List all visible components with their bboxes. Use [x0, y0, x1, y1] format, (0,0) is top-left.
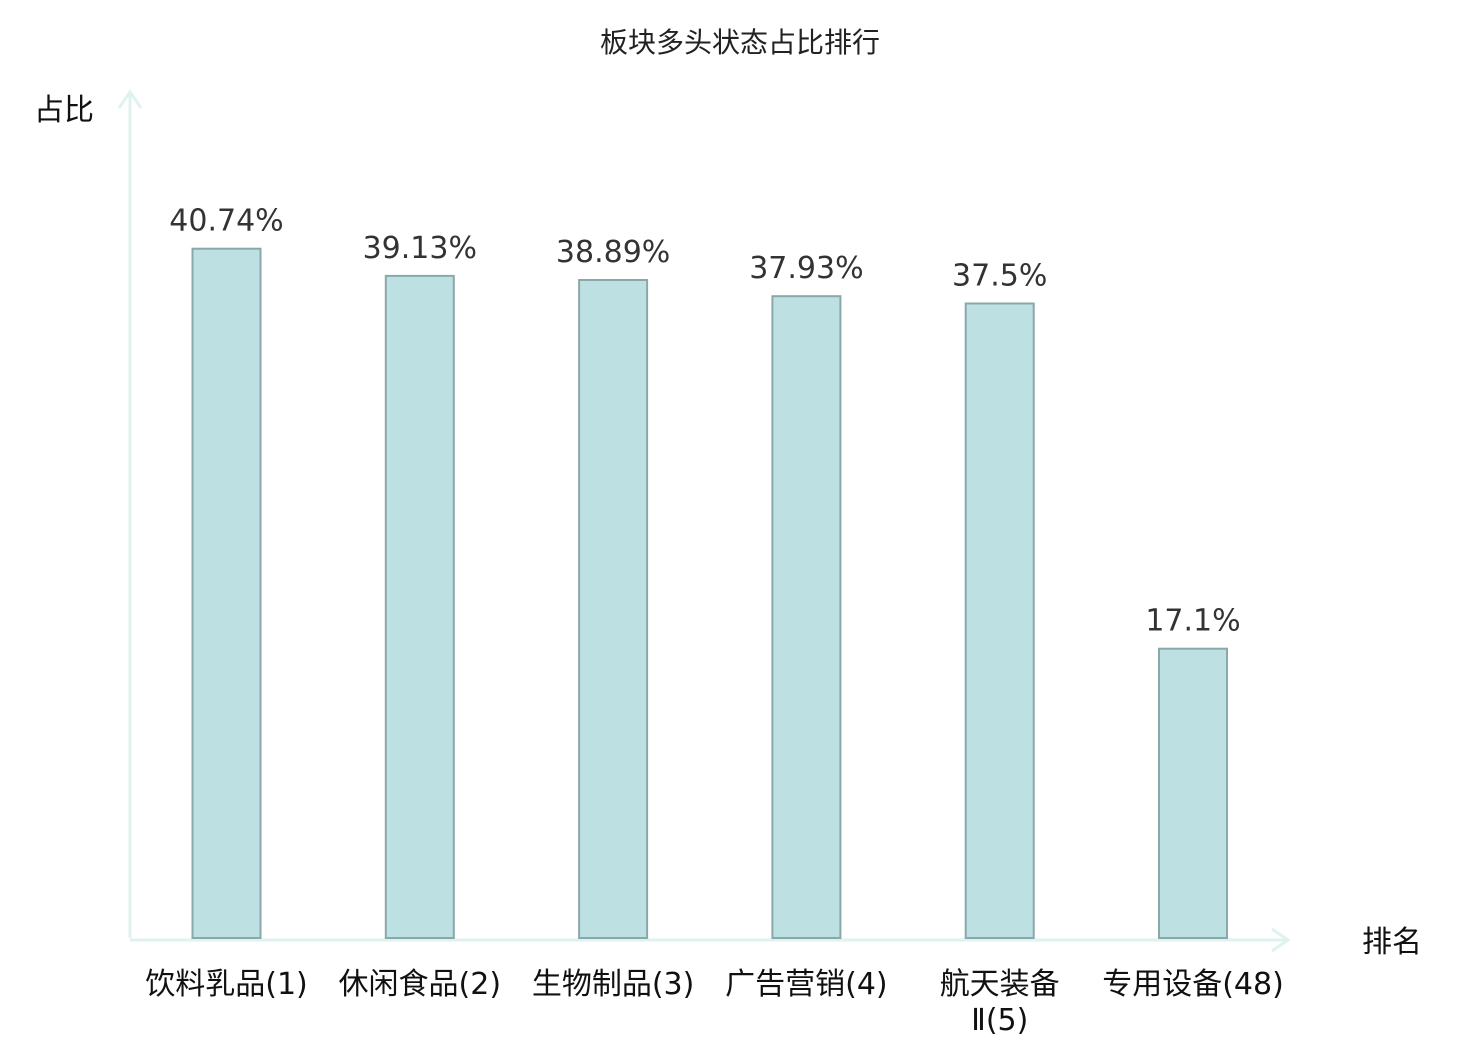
x-tick-label-5-line-2: Ⅱ(5)	[971, 1003, 1028, 1038]
value-label-1: 40.74%	[169, 204, 283, 239]
value-label-4: 37.93%	[749, 251, 863, 286]
bar-3	[578, 279, 649, 939]
x-tick-label-3: 生物制品(3)	[532, 967, 695, 1002]
x-tick-label-6: 专用设备(48)	[1102, 967, 1284, 1002]
value-label-2: 39.13%	[363, 231, 477, 266]
x-tick-label-5-line-1: 航天装备	[940, 967, 1060, 1002]
bar-5	[964, 302, 1035, 939]
x-axis-label: 排名	[1362, 925, 1422, 960]
bars	[191, 247, 1228, 939]
value-label-6: 17.1%	[1145, 604, 1240, 639]
value-label-3: 38.89%	[556, 235, 670, 270]
y-axis-arrow	[117, 89, 143, 109]
bar-2	[384, 274, 455, 939]
x-tick-label-4: 广告营销(4)	[725, 967, 888, 1002]
bar-1	[191, 247, 262, 939]
x-tick-label-1: 饮料乳品(1)	[145, 967, 308, 1002]
x-axis-arrow	[1271, 927, 1291, 953]
value-labels: 40.74% 39.13% 38.89% 37.93% 37.5% 17.1%	[169, 204, 1240, 639]
bar-6	[1158, 647, 1228, 939]
x-tick-label-2: 休闲食品(2)	[339, 967, 502, 1002]
value-label-5: 37.5%	[952, 259, 1047, 294]
y-axis-label: 占比	[34, 93, 94, 128]
axes	[117, 89, 1291, 953]
bar-4	[771, 295, 842, 939]
chart-title: 板块多头状态占比排行	[600, 26, 880, 59]
